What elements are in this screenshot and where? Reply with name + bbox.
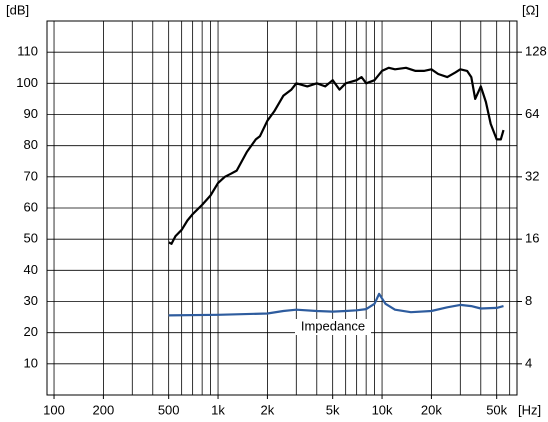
y-tick-label: 20 <box>24 324 38 339</box>
x-tick-label: 200 <box>93 402 115 417</box>
x-tick-label: 50k <box>486 402 507 417</box>
series-line <box>168 66 505 245</box>
y-tick-label: 60 <box>24 199 38 214</box>
y-tick-label: 70 <box>24 168 38 183</box>
x-tick-label: 1k <box>211 402 225 417</box>
y2-tick-label: 32 <box>525 168 539 183</box>
y-tick-label: 90 <box>24 106 38 121</box>
y-tick-label: 40 <box>24 262 38 277</box>
y-tick-label: 80 <box>24 137 38 152</box>
x-tick-label: 5k <box>326 402 340 417</box>
y-tick-label: 10 <box>24 355 38 370</box>
x-tick-label: 100 <box>43 402 65 417</box>
y-tick-label: 30 <box>24 293 38 308</box>
y2-tick-label: 64 <box>525 106 539 121</box>
y-tick-label: 50 <box>24 231 38 246</box>
y2-tick-label: 8 <box>525 293 532 308</box>
label-bg <box>295 319 371 335</box>
x-tick-label: 20k <box>421 402 442 417</box>
y2-tick-label: 128 <box>525 44 547 59</box>
x-unit-label: [Hz] <box>518 402 541 417</box>
series-label: Impedance <box>301 318 365 333</box>
y-unit-label: [dB] <box>6 2 29 17</box>
y-tick-label: 110 <box>17 44 38 59</box>
series-line <box>168 292 504 317</box>
y2-tick-label: 16 <box>525 231 539 246</box>
x-tick-label: 10k <box>372 402 393 417</box>
y-tick-label: 100 <box>16 75 38 90</box>
y2-unit-label: [Ω] <box>522 2 539 17</box>
plot-border <box>46 20 518 396</box>
x-tick-label: 2k <box>261 402 275 417</box>
y2-tick-label: 4 <box>525 355 532 370</box>
x-tick-label: 500 <box>158 402 180 417</box>
